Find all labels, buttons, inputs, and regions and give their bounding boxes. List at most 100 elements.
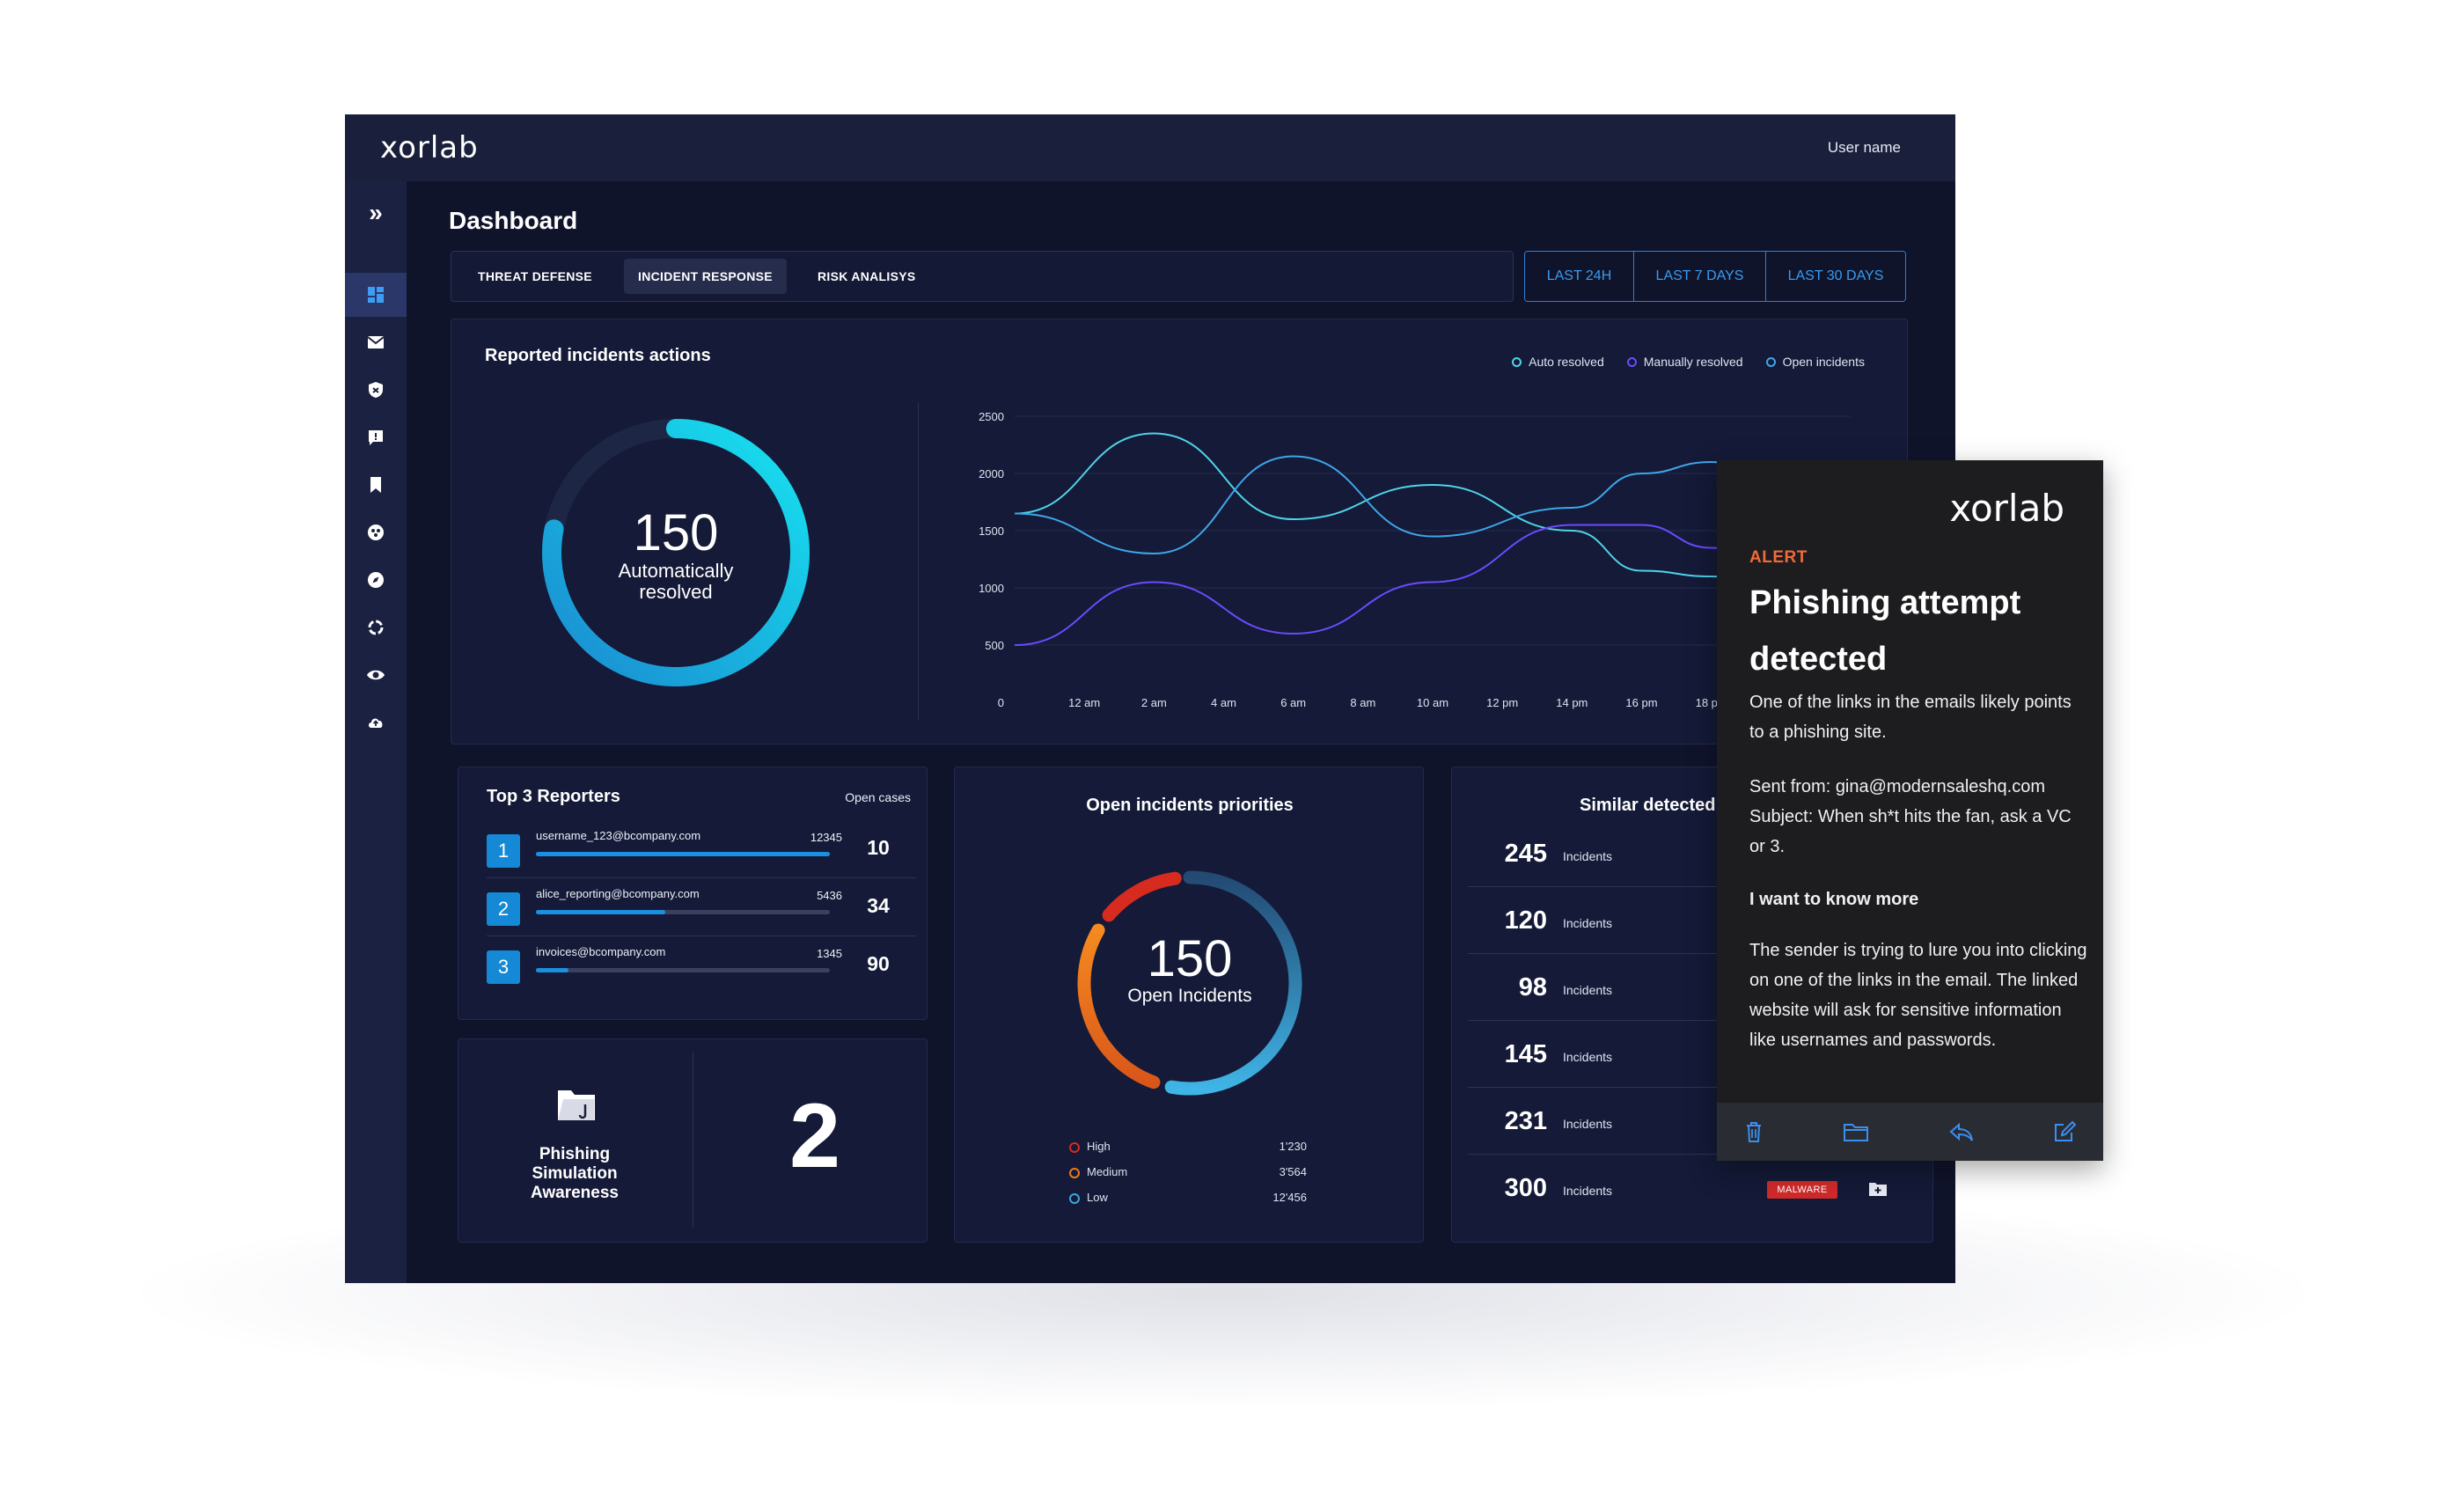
- priority-row-medium[interactable]: Medium 3'564: [1069, 1163, 1307, 1188]
- phishing-label-line: Awareness: [531, 1184, 619, 1202]
- x-tick-label: 10 am: [1417, 696, 1448, 709]
- legend-dot: [1765, 356, 1776, 367]
- range-24h-button[interactable]: LAST 24H: [1525, 252, 1634, 301]
- priorities-ring: [1077, 870, 1302, 1096]
- reported-incidents-panel: Reported incidents actions Auto resolved…: [451, 319, 1908, 745]
- priority-dot: [1069, 1193, 1080, 1204]
- priority-arc-low: [1164, 870, 1302, 1096]
- x-tick-label: 16 pm: [1625, 696, 1657, 709]
- reporter-email: invoices@bcompany.com: [536, 945, 666, 958]
- resolved-ring: [542, 419, 810, 686]
- bookmark-icon[interactable]: [345, 463, 407, 507]
- tab-risk-analysis[interactable]: RISK ANALISYS: [818, 269, 916, 283]
- compass-icon[interactable]: [345, 558, 407, 602]
- add-folder-icon[interactable]: [1868, 1181, 1888, 1197]
- biohazard-icon[interactable]: [345, 510, 407, 554]
- priority-name: Medium: [1087, 1165, 1128, 1178]
- row-divider: [487, 877, 916, 878]
- x-tick-label: 14 pm: [1556, 696, 1588, 709]
- folder-icon[interactable]: [1842, 1119, 1870, 1145]
- eye-icon[interactable]: [345, 653, 407, 697]
- similar-label: Incidents: [1563, 916, 1613, 930]
- similar-row[interactable]: 120 Incidents: [1468, 887, 1925, 954]
- reporter-bar: [536, 852, 830, 856]
- alert-sender: Sent from: gina@modernsaleshq.com: [1749, 777, 2046, 796]
- page-title: Dashboard: [449, 207, 578, 234]
- folder-hook-icon: [558, 1090, 595, 1120]
- priority-name: High: [1087, 1140, 1111, 1153]
- priority-arc-medium: [1077, 923, 1161, 1089]
- priority-value: 3'564: [1279, 1165, 1307, 1178]
- alert-logo: xorlab: [1949, 487, 2064, 530]
- tab-bar: THREAT DEFENSE INCIDENT RESPONSE RISK AN…: [451, 251, 1514, 302]
- similar-count: 300: [1504, 1174, 1547, 1202]
- legend-label: Open incidents: [1782, 355, 1865, 369]
- expand-icon[interactable]: »: [369, 199, 383, 226]
- similar-row[interactable]: 98 Incidents: [1468, 954, 1925, 1021]
- similar-row[interactable]: 231 Incidents: [1468, 1088, 1925, 1155]
- priority-row-high[interactable]: High 1'230: [1069, 1137, 1307, 1163]
- reporter-open-cases: 10: [867, 836, 890, 859]
- reporter-bar-fill: [536, 852, 830, 856]
- tab-incident-response[interactable]: INCIDENT RESPONSE: [624, 259, 787, 294]
- legend-label: Auto resolved: [1529, 355, 1604, 369]
- ring-value: 150: [633, 504, 719, 561]
- reporter-bar: [536, 910, 830, 914]
- dashboard-icon[interactable]: [345, 273, 407, 317]
- alert-know-more[interactable]: I want to know more: [1749, 890, 1919, 909]
- reporter-row[interactable]: 1 username_123@bcompany.com 12345 10: [487, 820, 916, 878]
- similar-row[interactable]: 300 Incidents MALWARE: [1468, 1155, 1925, 1222]
- alert-subject: Subject: When sh*t hits the fan, ask a V…: [1749, 807, 2072, 856]
- user-name[interactable]: User name: [1827, 139, 1901, 156]
- legend-auto-resolved[interactable]: Auto resolved: [1512, 355, 1604, 369]
- reporter-email: alice_reporting@bcompany.com: [536, 887, 700, 900]
- reported-incidents-title: Reported incidents actions: [485, 346, 711, 365]
- priority-dot: [1069, 1168, 1080, 1178]
- similar-label: Incidents: [1563, 1050, 1613, 1064]
- report-icon[interactable]: [345, 415, 407, 459]
- priority-row-low[interactable]: Low 12'456: [1069, 1188, 1307, 1214]
- top-bar: xorlab User name: [345, 114, 1955, 181]
- priorities-panel: Open incidents priorities 150 Open Incid…: [954, 767, 1424, 1243]
- priority-arc-high: [1102, 871, 1182, 922]
- reply-icon[interactable]: [1947, 1119, 1976, 1145]
- top-reporters-panel: Top 3 Reporters Open cases 1 username_12…: [458, 767, 928, 1020]
- phishing-awareness-panel[interactable]: Phishing Simulation Awareness 2: [458, 1038, 928, 1243]
- priority-value: 12'456: [1272, 1191, 1307, 1204]
- trash-icon[interactable]: [1740, 1119, 1768, 1145]
- similar-label: Incidents: [1563, 983, 1613, 997]
- similar-row[interactable]: 145 Incidents: [1468, 1021, 1925, 1088]
- shield-icon[interactable]: [345, 368, 407, 412]
- priority-value: 1'230: [1279, 1140, 1307, 1153]
- series-line-manually-resolved: [1014, 524, 1781, 646]
- reporter-row[interactable]: 3 invoices@bcompany.com 1345 90: [487, 936, 900, 994]
- legend-dot: [1626, 356, 1637, 367]
- loading-icon[interactable]: [345, 605, 407, 649]
- priorities-value: 150: [1147, 930, 1233, 987]
- legend-manually-resolved[interactable]: Manually resolved: [1626, 355, 1743, 369]
- phishing-label-line: Simulation: [532, 1164, 618, 1183]
- legend-label: Manually resolved: [1643, 355, 1743, 369]
- similar-row[interactable]: 245 Incidents: [1468, 820, 1925, 887]
- reporter-row[interactable]: 2 alice_reporting@bcompany.com 5436 34: [487, 878, 916, 936]
- reporter-open-cases: 90: [867, 952, 890, 975]
- reporter-bar-fill: [536, 910, 665, 914]
- x-tick-label: 6 am: [1280, 696, 1306, 709]
- priorities-caption: Open Incidents: [1127, 986, 1252, 1006]
- open-cases-label: Open cases: [845, 790, 911, 804]
- compose-icon[interactable]: [2051, 1119, 2079, 1145]
- series-line-open-incidents: [1014, 455, 1781, 555]
- incidents-line-chart: 0 500 1000 1500 2000 2500 12 am 2 am 4 am 6 am 8 a…: [979, 410, 1851, 709]
- cloud-upload-icon[interactable]: [345, 701, 407, 745]
- range-30-days-button[interactable]: LAST 30 DAYS: [1766, 252, 1905, 301]
- similar-count: 120: [1504, 906, 1547, 935]
- tab-threat-defense[interactable]: THREAT DEFENSE: [478, 269, 592, 283]
- mail-icon[interactable]: [345, 320, 407, 364]
- similar-label: Incidents: [1563, 849, 1613, 863]
- row-divider: [487, 935, 916, 936]
- legend-open-incidents[interactable]: Open incidents: [1765, 355, 1865, 369]
- reporter-count: 1345: [817, 947, 842, 960]
- alert-heading: Phishing attempt detected: [1749, 584, 2021, 678]
- range-7-days-button[interactable]: LAST 7 DAYS: [1634, 252, 1766, 301]
- x-tick-label: 4 am: [1211, 696, 1236, 709]
